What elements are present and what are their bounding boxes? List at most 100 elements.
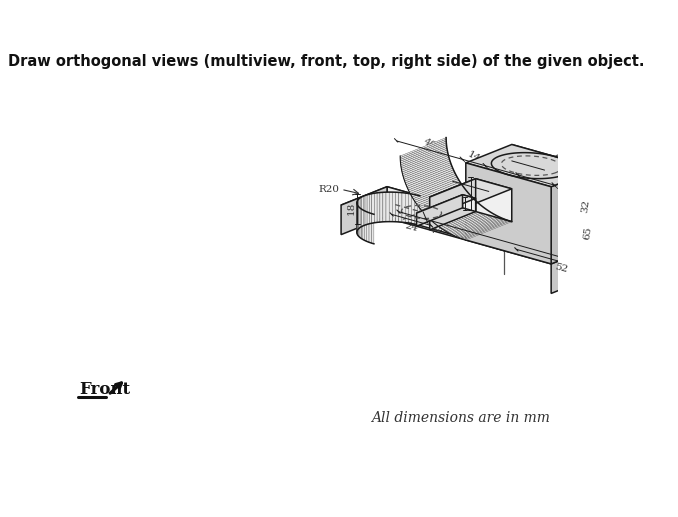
Polygon shape: [425, 196, 473, 216]
Text: All dimensions are in mm: All dimensions are in mm: [371, 412, 549, 425]
Polygon shape: [410, 174, 456, 193]
Polygon shape: [414, 194, 417, 225]
Polygon shape: [410, 175, 457, 195]
Polygon shape: [359, 207, 360, 237]
Polygon shape: [405, 163, 452, 183]
Text: 52: 52: [553, 263, 568, 275]
Polygon shape: [408, 193, 412, 223]
Polygon shape: [405, 164, 452, 185]
Polygon shape: [412, 194, 414, 224]
Polygon shape: [402, 154, 448, 174]
Polygon shape: [433, 203, 480, 223]
Polygon shape: [400, 140, 446, 160]
Polygon shape: [442, 210, 490, 230]
Polygon shape: [424, 195, 471, 215]
Polygon shape: [370, 194, 372, 224]
Polygon shape: [365, 211, 367, 241]
Polygon shape: [430, 179, 476, 230]
Polygon shape: [367, 212, 369, 242]
Polygon shape: [430, 179, 512, 207]
Polygon shape: [426, 197, 474, 218]
Polygon shape: [434, 205, 481, 224]
Polygon shape: [551, 246, 597, 294]
Polygon shape: [401, 150, 447, 170]
Polygon shape: [363, 210, 365, 240]
Polygon shape: [459, 219, 506, 238]
Polygon shape: [387, 187, 597, 275]
Polygon shape: [450, 216, 498, 235]
Polygon shape: [408, 172, 455, 192]
Text: 20: 20: [456, 189, 469, 198]
Text: φ20, 2 Holes: φ20, 2 Holes: [430, 224, 493, 233]
Polygon shape: [358, 199, 359, 229]
Polygon shape: [367, 194, 370, 224]
Polygon shape: [447, 214, 494, 233]
Polygon shape: [363, 195, 365, 226]
Polygon shape: [365, 195, 367, 225]
Polygon shape: [457, 219, 505, 238]
Polygon shape: [412, 179, 459, 199]
Polygon shape: [401, 152, 448, 172]
Text: 30: 30: [463, 174, 479, 188]
Polygon shape: [406, 166, 453, 187]
Text: 22: 22: [528, 167, 544, 181]
Polygon shape: [400, 138, 446, 158]
Polygon shape: [439, 208, 486, 227]
Text: 14: 14: [466, 150, 482, 164]
Polygon shape: [416, 195, 462, 226]
Polygon shape: [454, 217, 501, 236]
Polygon shape: [456, 218, 503, 237]
Polygon shape: [395, 192, 399, 222]
Polygon shape: [404, 161, 451, 181]
Polygon shape: [400, 141, 446, 161]
Polygon shape: [358, 206, 359, 236]
Polygon shape: [372, 193, 374, 223]
Polygon shape: [411, 177, 458, 197]
Text: Front: Front: [79, 382, 130, 399]
Polygon shape: [445, 212, 493, 232]
Polygon shape: [443, 211, 491, 231]
Text: R40: R40: [524, 192, 545, 201]
Text: 20: 20: [522, 166, 538, 178]
Polygon shape: [449, 215, 496, 234]
Polygon shape: [360, 208, 361, 238]
Polygon shape: [401, 148, 447, 169]
Polygon shape: [440, 209, 488, 229]
Polygon shape: [361, 209, 363, 239]
Text: 24: 24: [404, 221, 419, 233]
Polygon shape: [466, 163, 551, 264]
Polygon shape: [435, 206, 483, 225]
Polygon shape: [422, 193, 470, 213]
Polygon shape: [414, 182, 461, 202]
Polygon shape: [377, 192, 380, 222]
Text: Draw orthogonal views (multiview, front, top, right side) of the given object.: Draw orthogonal views (multiview, front,…: [8, 54, 645, 69]
Text: 40: 40: [422, 138, 437, 151]
Polygon shape: [383, 192, 386, 222]
Text: 18: 18: [346, 202, 355, 216]
Polygon shape: [452, 216, 500, 235]
Polygon shape: [430, 201, 477, 220]
Text: 20: 20: [494, 158, 510, 172]
Polygon shape: [417, 195, 420, 225]
Polygon shape: [407, 170, 454, 190]
Polygon shape: [419, 189, 466, 208]
Polygon shape: [341, 187, 597, 264]
Polygon shape: [403, 156, 449, 176]
Polygon shape: [428, 199, 475, 219]
Polygon shape: [389, 192, 393, 222]
Polygon shape: [403, 157, 450, 177]
Polygon shape: [551, 169, 597, 264]
Text: 128: 128: [493, 242, 515, 256]
Polygon shape: [476, 179, 512, 222]
Polygon shape: [464, 221, 512, 240]
Polygon shape: [462, 221, 510, 239]
Polygon shape: [359, 198, 360, 229]
Text: 65: 65: [582, 225, 593, 240]
Polygon shape: [386, 192, 389, 222]
Polygon shape: [407, 168, 454, 188]
Text: 8: 8: [456, 199, 462, 208]
Polygon shape: [393, 192, 395, 222]
Polygon shape: [341, 187, 387, 235]
Polygon shape: [431, 202, 479, 222]
Polygon shape: [415, 184, 462, 204]
